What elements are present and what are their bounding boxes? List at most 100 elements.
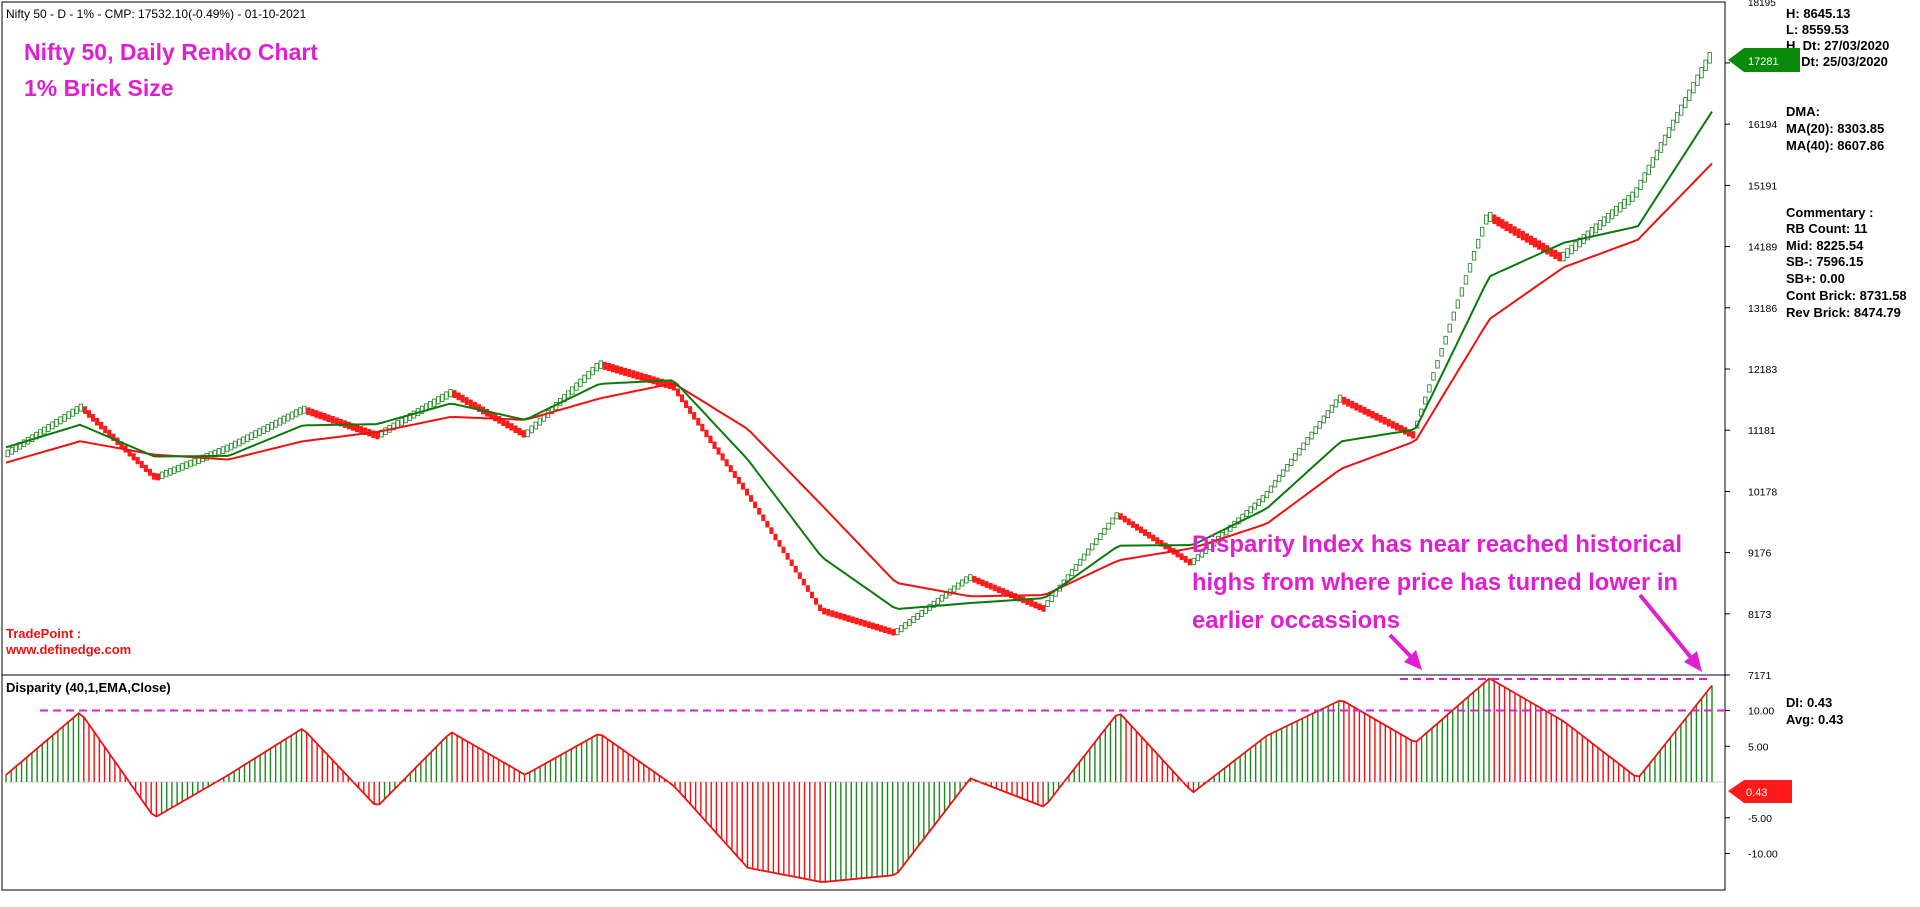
renko-brick-up: [598, 360, 603, 369]
renko-brick-up: [919, 609, 924, 617]
renko-brick-down: [1041, 605, 1046, 612]
renko-brick-down: [728, 465, 733, 473]
renko-brick-down: [797, 572, 802, 579]
renko-brick-up: [58, 416, 63, 425]
renko-brick-up: [1614, 205, 1619, 216]
renko-brick-down: [306, 407, 311, 415]
renko-brick-up: [249, 432, 254, 441]
renko-brick-down: [363, 427, 368, 436]
renko-brick-down: [777, 540, 782, 547]
renko-brick-down: [984, 581, 989, 588]
renko-brick-down: [785, 553, 790, 560]
renko-brick-down: [314, 410, 319, 418]
renko-brick-down: [700, 423, 705, 432]
renko-brick-up: [537, 417, 543, 426]
renko-brick-up: [1695, 74, 1700, 86]
renko-brick-down: [696, 417, 701, 426]
renko-brick-down: [1126, 518, 1131, 526]
renko-brick-up: [939, 594, 945, 602]
renko-brick-up: [1630, 191, 1635, 202]
renko-brick-down: [330, 416, 335, 424]
di-tick-label: -10.00: [1748, 849, 1778, 861]
renko-brick-down: [781, 546, 786, 554]
renko-brick-down: [485, 409, 490, 417]
renko-brick-down: [1155, 537, 1160, 544]
renko-brick-down: [359, 426, 364, 434]
renko-brick-up: [1585, 230, 1590, 241]
price-tick-label: 8173: [1748, 609, 1772, 621]
annotation-arrow-left: [1388, 633, 1422, 670]
renko-brick-up: [1573, 241, 1578, 251]
renko-brick-up: [220, 446, 226, 454]
renko-brick-down: [505, 420, 510, 429]
renko-brick-up: [1309, 431, 1314, 440]
side-sb-minus: SB-: 7596.15: [1786, 254, 1863, 269]
renko-brick-up: [586, 370, 591, 380]
renko-brick-up: [391, 422, 396, 431]
renko-brick-up: [70, 408, 75, 417]
disparity-note-line-2: highs from where price has turned lower …: [1192, 569, 1678, 596]
renko-brick-up: [1337, 394, 1343, 403]
renko-brick-down: [1358, 404, 1363, 413]
renko-brick-down: [143, 464, 148, 472]
renko-brick-up: [1260, 495, 1266, 503]
side-mid: Mid: 8225.54: [1786, 238, 1864, 253]
renko-brick-down: [1183, 556, 1188, 563]
renko-brick-up: [62, 413, 67, 422]
renko-brick-down: [887, 627, 892, 635]
renko-brick-up: [1455, 299, 1461, 309]
renko-brick-down: [1362, 406, 1367, 415]
renko-brick-up: [233, 440, 238, 449]
renko-brick-up: [1597, 220, 1603, 230]
renko-brick-up: [1248, 506, 1253, 514]
disparity-outline: [5, 677, 1713, 883]
renko-brick-down: [1350, 400, 1355, 409]
renko-brick-down: [509, 423, 514, 431]
renko-brick-up: [1264, 491, 1270, 499]
renko-brick-up: [907, 619, 912, 627]
renko-brick-up: [1313, 426, 1318, 435]
renko-brick-up: [1589, 227, 1595, 237]
renko-brick-up: [1463, 275, 1469, 285]
renko-brick-up: [42, 426, 47, 435]
renko-brick-up: [1622, 198, 1627, 209]
side-high-date: H. Dt: 27/03/2020: [1786, 38, 1889, 53]
renko-brick-up: [923, 606, 928, 614]
renko-brick-down: [822, 607, 827, 615]
renko-brick-down: [846, 615, 851, 622]
renko-brick-down: [1386, 419, 1391, 427]
renko-brick-up: [163, 469, 169, 478]
renko-brick-down: [371, 430, 376, 438]
renko-brick-up: [407, 412, 413, 421]
chart-subtitle: 1% Brick Size: [24, 75, 174, 101]
renko-brick-down: [464, 397, 469, 405]
renko-brick-up: [302, 405, 307, 414]
renko-brick-up: [273, 419, 278, 428]
renko-brick-down: [131, 453, 136, 461]
disparity-axis-ticks: 10.00 5.00 -5.00 -10.00: [1725, 706, 1778, 861]
renko-brick-down: [1516, 228, 1521, 239]
renko-brick-down: [1532, 238, 1538, 248]
renko-brick-down: [1512, 226, 1517, 236]
renko-brick-up: [444, 391, 449, 400]
renko-brick-up: [5, 449, 10, 458]
renko-brick-up: [1601, 216, 1607, 227]
renko-brick-down: [318, 411, 323, 420]
renko-brick-up: [172, 466, 177, 474]
renko-brick-up: [1045, 600, 1050, 608]
renko-brick-down: [765, 520, 770, 528]
renko-brick-up: [1467, 263, 1473, 273]
renko-brick-down: [631, 370, 636, 379]
renko-brick-up: [432, 398, 437, 407]
renko-brick-down: [818, 604, 823, 612]
side-rev-brick: Rev Brick: 8474.79: [1786, 305, 1901, 320]
side-di-value: DI: 0.43: [1786, 695, 1832, 710]
renko-brick-down: [716, 447, 721, 455]
renko-brick-up: [1707, 52, 1712, 64]
renko-brick-up: [1431, 372, 1436, 381]
renko-brick-down: [1147, 531, 1152, 539]
renko-brick-up: [895, 628, 900, 636]
renko-brick-down: [1382, 417, 1387, 425]
